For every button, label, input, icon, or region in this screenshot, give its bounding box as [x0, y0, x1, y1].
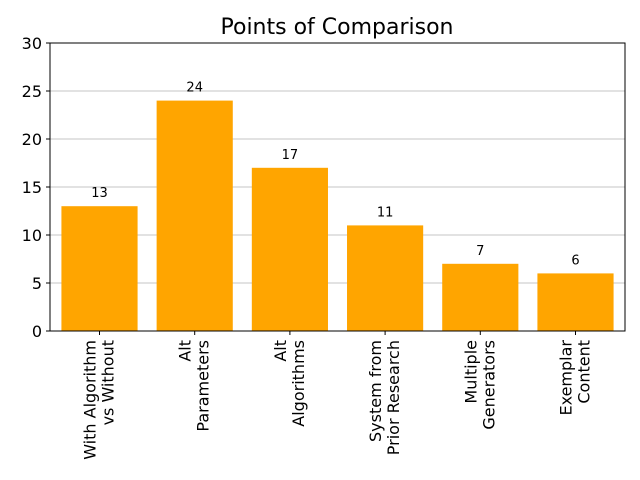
y-tick-label-20: 20	[22, 130, 42, 149]
x-tick-label-line-1-1: Parameters	[194, 340, 213, 432]
data-label-5: 6	[571, 253, 579, 268]
x-tick-label-line-5-0: Exemplar	[556, 340, 575, 416]
x-axis: With Algorithmvs Without AltParameters Alt…	[81, 331, 593, 460]
bar-5	[537, 273, 614, 331]
y-tick-label-25: 25	[22, 82, 42, 101]
x-tick-label-line-3-1: Prior Research	[384, 340, 403, 455]
x-tick-label-3: System fromPrior Research	[366, 340, 403, 455]
data-labels: 13 24 17 11 7 6	[91, 81, 579, 269]
x-tick-label-5: ExemplarContent	[556, 340, 593, 416]
data-label-2: 17	[282, 148, 299, 163]
x-tick-label-line-4-1: Generators	[479, 340, 498, 430]
data-label-0: 13	[91, 186, 108, 201]
y-tick-label-15: 15	[22, 178, 42, 197]
bar-3	[347, 225, 424, 331]
y-tick-label-5: 5	[32, 274, 42, 293]
bar-1	[156, 100, 233, 331]
x-tick-label-4: MultipleGenerators	[461, 340, 498, 430]
x-tick-label-1: AltParameters	[176, 340, 213, 432]
y-tick-label-0: 0	[32, 322, 42, 341]
bars	[61, 100, 614, 331]
x-tick-label-line-5-1: Content	[574, 340, 593, 404]
y-axis: 0 5 10 15 20 25 30	[22, 34, 50, 341]
y-tick-label-10: 10	[22, 226, 42, 245]
x-tick-label-line-0-0: With Algorithm	[81, 340, 100, 460]
chart-title: Points of Comparison	[221, 15, 454, 40]
x-tick-label-line-3-0: System from	[366, 340, 385, 442]
x-tick-label-line-2-0: Alt	[271, 340, 290, 362]
bar-4	[442, 263, 519, 331]
data-label-3: 11	[377, 205, 394, 220]
data-label-1: 24	[186, 81, 203, 96]
x-tick-label-line-4-0: Multiple	[461, 340, 480, 404]
x-tick-label-0: With Algorithmvs Without	[81, 340, 118, 460]
x-tick-label-line-0-1: vs Without	[99, 340, 118, 425]
x-tick-label-line-1-0: Alt	[176, 340, 195, 362]
data-label-4: 7	[476, 244, 484, 259]
x-tick-label-2: AltAlgorithms	[271, 340, 308, 427]
bar-0	[61, 206, 138, 331]
x-tick-label-line-2-1: Algorithms	[289, 340, 308, 427]
y-tick-label-30: 30	[22, 34, 42, 53]
bar-2	[251, 167, 328, 331]
